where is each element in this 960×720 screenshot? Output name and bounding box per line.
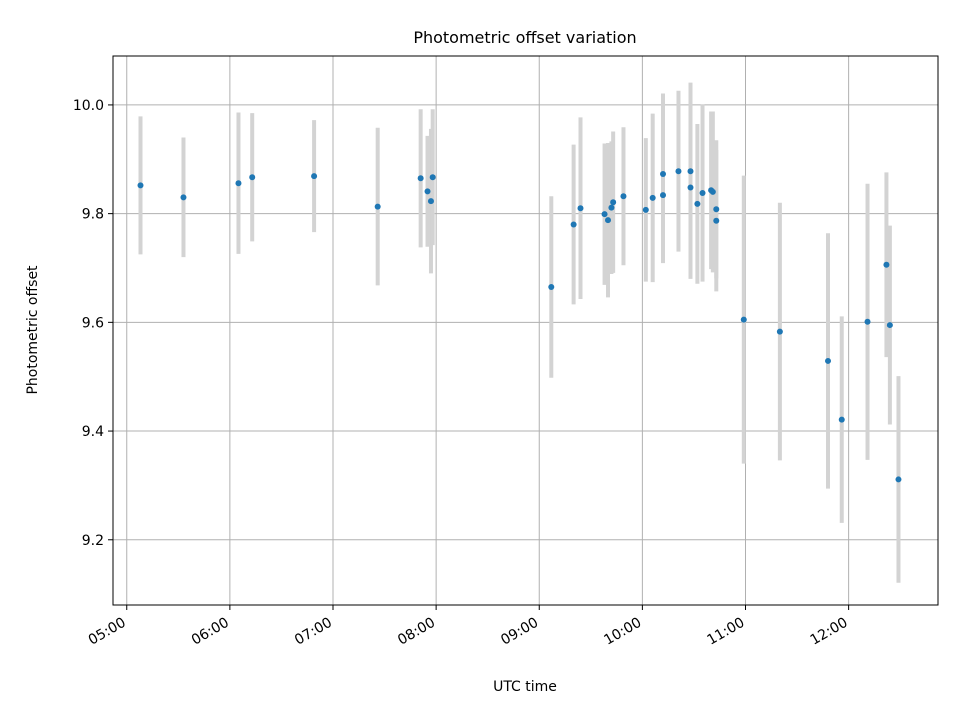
- data-point: [838, 416, 845, 423]
- y-tick-label: 9.6: [82, 315, 104, 331]
- data-point: [610, 199, 617, 206]
- x-axis-label: UTC time: [493, 679, 557, 695]
- data-point: [709, 188, 716, 195]
- data-point: [424, 188, 431, 195]
- data-point: [249, 174, 256, 181]
- data-point: [660, 192, 666, 199]
- data-point: [180, 194, 187, 201]
- data-point: [864, 318, 871, 325]
- data-point: [687, 168, 694, 175]
- data-point: [605, 217, 611, 224]
- data-point: [601, 211, 608, 218]
- data-point: [883, 261, 890, 268]
- data-point: [675, 168, 682, 175]
- plot-frame: [112, 55, 939, 606]
- data-point: [740, 316, 747, 323]
- data-point: [713, 206, 720, 213]
- data-point: [660, 170, 666, 177]
- data-point: [570, 221, 577, 228]
- data-point: [687, 184, 694, 191]
- data-point: [311, 173, 318, 180]
- data-point: [608, 204, 615, 211]
- chart-title: Photometric offset variation: [413, 28, 636, 47]
- data-point: [825, 357, 831, 364]
- data-point: [713, 217, 720, 224]
- data-point: [649, 194, 656, 201]
- y-axis-ticks: 9.2 9.4 9.6 9.8 10.0: [73, 98, 113, 549]
- data-point: [374, 203, 381, 210]
- data-point: [694, 200, 701, 207]
- data-point: [137, 182, 144, 189]
- data-point: [417, 175, 424, 182]
- data-point: [427, 198, 434, 205]
- y-tick-label: 9.2: [82, 533, 104, 549]
- data-point: [699, 189, 706, 196]
- y-axis-label: Photometric offset: [25, 265, 41, 395]
- data-point: [895, 476, 902, 483]
- data-point: [776, 328, 783, 335]
- data-point: [577, 205, 584, 212]
- y-tick-label: 10.0: [73, 98, 104, 114]
- data-point: [235, 180, 242, 187]
- y-tick-label: 9.8: [82, 207, 104, 223]
- data-points: [137, 168, 902, 483]
- data-point: [642, 206, 649, 213]
- data-point: [429, 174, 436, 181]
- data-point: [886, 322, 893, 329]
- data-point: [620, 193, 627, 200]
- y-tick-label: 9.4: [82, 424, 104, 440]
- data-point: [548, 284, 555, 291]
